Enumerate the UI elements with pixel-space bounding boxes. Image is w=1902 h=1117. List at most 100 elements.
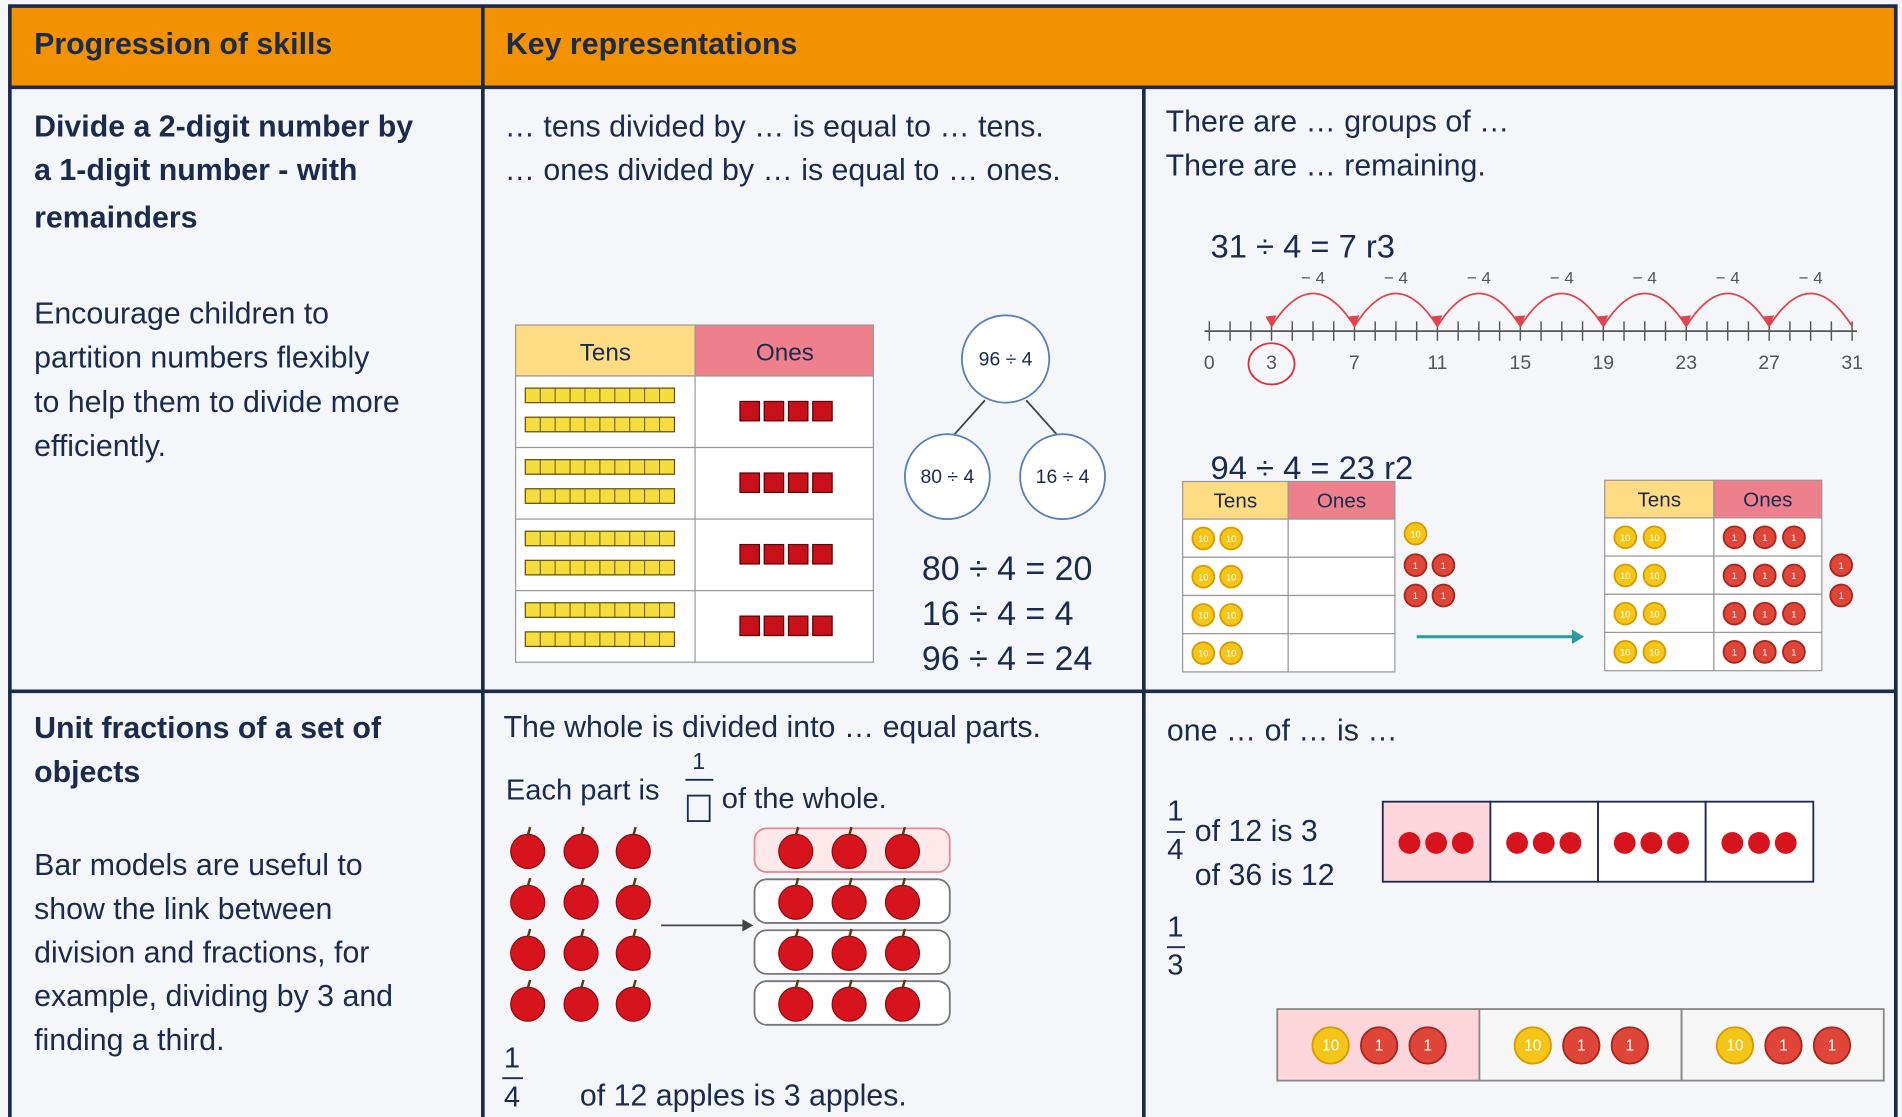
counter-label: 10 (1226, 572, 1236, 582)
table-cell (514, 446, 696, 520)
one-counter (1752, 601, 1777, 626)
ten-counter (1513, 1026, 1552, 1065)
number-label: 31 (1841, 352, 1863, 374)
counter-label: 1 (1762, 571, 1767, 581)
one-counter (1752, 525, 1777, 550)
one-cube (787, 472, 809, 494)
ten-counter (1403, 521, 1428, 546)
part-label: 16 ÷ 4 (1036, 466, 1090, 488)
apple-stem (794, 928, 800, 938)
counter-label: 10 (1649, 571, 1659, 581)
counter-label: 1 (1828, 1038, 1837, 1055)
fraction-denominator: 3 (1167, 949, 1183, 981)
dot (1613, 831, 1636, 854)
skill-description: Bar models are useful to (34, 849, 363, 882)
sentence-stem: of the whole. (722, 783, 887, 815)
connector (953, 399, 986, 435)
skill-description: finding a third. (34, 1024, 224, 1057)
one-cube (763, 400, 785, 422)
counter-label: 1 (1732, 571, 1737, 581)
apple-stem (632, 826, 637, 836)
jump-label: − 4 (1550, 268, 1574, 287)
jump-arc (1685, 292, 1770, 327)
number-label: 11 (1427, 352, 1447, 374)
counter-label: 10 (1226, 649, 1236, 659)
apple-stem (526, 979, 532, 989)
apple (884, 935, 921, 971)
one-cube (812, 400, 833, 422)
counter-label: 1 (1732, 533, 1737, 543)
one-counter (1610, 1026, 1649, 1065)
ten-counter (1642, 640, 1667, 664)
table-cell (1287, 594, 1396, 635)
one-counter (1431, 583, 1456, 608)
dot (1748, 831, 1770, 854)
dot (1506, 831, 1528, 854)
counter-label: 10 (1620, 571, 1630, 581)
ten-counter (1191, 526, 1216, 551)
dot (1532, 831, 1555, 854)
number-label: 3 (1266, 352, 1277, 374)
apple-stem (526, 928, 532, 938)
skill-description: division and fractions, for (34, 936, 369, 969)
counter-label: 1 (1577, 1038, 1586, 1055)
apple-stem (579, 826, 585, 836)
dot (1559, 831, 1582, 854)
counter-label: 1 (1732, 609, 1737, 619)
apple-stem (632, 928, 637, 938)
apple-stem (526, 877, 532, 887)
apple (510, 884, 546, 920)
one-cube (763, 472, 785, 494)
skill-title: Unit fractions of a set of (34, 712, 382, 745)
apple-stem (901, 877, 907, 887)
counter-label: 10 (1198, 534, 1208, 544)
one-counter (1829, 583, 1854, 608)
ten-counter (1191, 564, 1216, 589)
counter-label: 1 (1791, 609, 1796, 619)
jump-label: − 4 (1467, 268, 1491, 287)
dot (1667, 831, 1689, 854)
part-circle (904, 433, 991, 520)
arrow-head (1348, 315, 1360, 328)
jump-arc (1436, 292, 1522, 327)
equation: 80 ÷ 4 = 20 (922, 550, 1093, 588)
one-counter (1408, 1026, 1447, 1065)
counter-label: 1 (1839, 591, 1844, 601)
part-circle (1019, 433, 1106, 520)
sentence-stem: … tens divided by … is equal to … tens. (505, 111, 1044, 144)
apple (615, 833, 651, 869)
counter-label: 10 (1322, 1038, 1339, 1055)
apple (563, 935, 599, 971)
one-counter (1722, 640, 1747, 664)
connector (1025, 399, 1058, 435)
sentence-stem: … ones divided by … is equal to … ones. (505, 154, 1061, 187)
one-cube (812, 472, 833, 494)
apple (831, 986, 867, 1022)
table-cell (514, 375, 696, 449)
one-counter (1562, 1026, 1601, 1065)
jump-arc (1519, 292, 1605, 327)
one-counter (1782, 601, 1806, 626)
dot (1721, 831, 1744, 854)
ten-counter (1715, 1026, 1755, 1065)
apple-stem (632, 877, 637, 887)
apple-stem (526, 826, 532, 836)
one-counter (1782, 525, 1806, 550)
ten-counter (1613, 563, 1638, 588)
table-header: Ones (1317, 490, 1366, 513)
apple (615, 986, 651, 1022)
equation: 96 ÷ 4 = 24 (922, 640, 1093, 678)
counter-label: 10 (1620, 609, 1630, 619)
arrow-head (1763, 315, 1775, 328)
skill-description: example, dividing by 3 and (34, 980, 393, 1013)
skill-description: partition numbers flexibly (34, 342, 370, 375)
counter-label: 1 (1423, 1038, 1432, 1055)
one-cube (787, 615, 809, 637)
jump-arc (1768, 292, 1853, 327)
blank-box (686, 794, 711, 822)
one-counter (1812, 1026, 1852, 1065)
fraction-numerator: 1 (1167, 795, 1183, 827)
counter-label: 1 (1779, 1038, 1788, 1055)
table-header: Ones (756, 340, 814, 367)
